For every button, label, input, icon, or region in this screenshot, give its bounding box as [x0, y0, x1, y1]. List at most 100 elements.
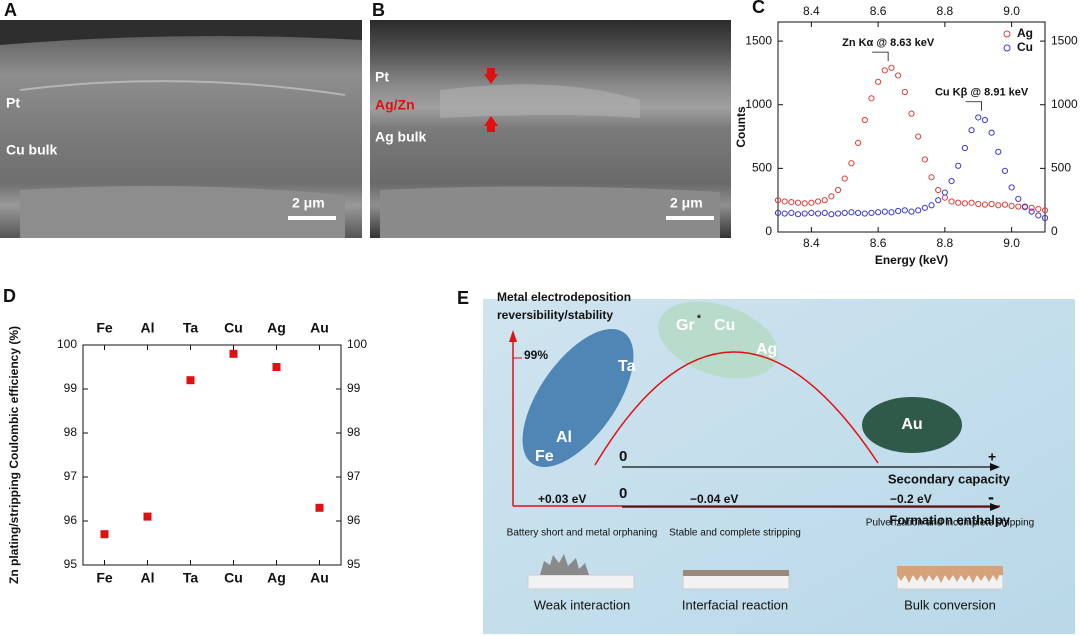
point	[928, 174, 935, 181]
x-tick-label: Ag	[267, 570, 286, 586]
point	[1041, 207, 1049, 214]
axis-point: −0.2 eV	[890, 492, 932, 506]
point	[315, 503, 324, 512]
point	[921, 156, 928, 163]
metal-label: Ta	[618, 358, 636, 375]
legend-label: Ag	[1017, 26, 1033, 40]
x-tick-label: 9.0	[1003, 236, 1020, 250]
point	[875, 78, 882, 85]
point	[881, 208, 888, 215]
image-shade	[0, 20, 362, 45]
point	[995, 202, 1002, 209]
x2-tick-label: 8.6	[870, 4, 887, 18]
y-tick-label: 97	[64, 469, 78, 483]
plot-frame	[82, 344, 342, 566]
y2-tick-label: 1000	[1051, 97, 1078, 111]
point	[1035, 205, 1042, 213]
point	[908, 110, 915, 117]
y2-tick-label: 0	[1051, 224, 1058, 238]
point	[1041, 214, 1049, 222]
x2-tick-label: Al	[141, 320, 155, 336]
annotation: Cu Kβ @ 8.91 keV	[935, 87, 1029, 99]
x-tick-label: Al	[141, 570, 155, 586]
point	[794, 211, 802, 218]
point	[895, 207, 902, 215]
point	[948, 198, 955, 205]
arrow-head	[990, 463, 1000, 471]
metal-label: Ag	[756, 341, 777, 358]
point	[981, 116, 989, 124]
y2-tick-label: 98	[347, 425, 361, 439]
scale-bar	[288, 216, 336, 220]
x-tick-label: Au	[310, 570, 329, 586]
metal-label: Fe	[535, 448, 554, 465]
outcome-note: Pulverization and incomplete stripping	[866, 518, 1034, 529]
point	[788, 209, 795, 217]
point	[841, 175, 848, 182]
point	[961, 200, 969, 207]
point	[941, 189, 948, 196]
panel-letter: B	[372, 0, 385, 20]
y2-tick-label: 500	[1051, 161, 1071, 175]
y2-tick-label: 99	[347, 381, 361, 395]
x-tick-label: 8.4	[803, 236, 820, 250]
point	[828, 211, 835, 218]
point	[868, 95, 875, 102]
point	[1028, 208, 1035, 215]
y-marker: 99%	[524, 348, 548, 362]
y2-tick-label: 97	[347, 469, 361, 483]
x2-tick-label: Fe	[96, 320, 113, 336]
point	[968, 127, 975, 134]
point	[888, 209, 895, 216]
illustration	[682, 570, 790, 590]
point	[868, 209, 875, 217]
point	[143, 512, 152, 521]
y2-tick-label: 100	[347, 337, 367, 351]
point	[1028, 204, 1035, 211]
point	[875, 209, 882, 216]
axis-end: -	[988, 487, 994, 507]
arrow-head	[509, 330, 517, 342]
y-tick-label: 1500	[745, 33, 772, 47]
axis-point: −0.04 eV	[690, 492, 738, 506]
metal-label: Au	[901, 416, 922, 433]
metal-label: Al	[556, 429, 572, 446]
point	[808, 209, 815, 217]
outcome-label: Interfacial reaction	[682, 597, 788, 612]
panel-letter: A	[4, 0, 17, 20]
panel-letter: E	[457, 288, 469, 308]
point	[100, 530, 109, 539]
point	[881, 67, 888, 74]
plot-frame	[777, 21, 1046, 233]
point	[1035, 212, 1042, 219]
image-feature	[380, 186, 720, 238]
group-ellipse	[522, 328, 634, 468]
point	[1008, 184, 1015, 191]
point	[968, 199, 975, 206]
trend-curve	[594, 351, 879, 466]
point	[841, 209, 848, 217]
illustration	[527, 554, 635, 590]
point	[861, 116, 868, 124]
x2-tick-label: 8.8	[937, 4, 954, 18]
arrow-head	[990, 503, 1000, 511]
y-tick-label: 99	[64, 381, 78, 395]
point	[1001, 201, 1009, 208]
x-tick-label: 8.6	[870, 236, 887, 250]
point	[834, 186, 842, 194]
x2-tick-label: 8.4	[803, 4, 820, 18]
point	[828, 193, 835, 200]
x-tick-label: Cu	[224, 570, 243, 586]
y-tick-label: 0	[765, 224, 772, 238]
point	[895, 72, 902, 79]
axis-origin: 0	[619, 448, 627, 465]
outcome-label: Weak interaction	[534, 597, 631, 612]
image-feature	[19, 80, 346, 96]
panel-letter: D	[3, 286, 16, 306]
y-tick-label: 100	[57, 337, 77, 351]
point	[988, 129, 995, 136]
arrow	[484, 68, 498, 84]
point	[814, 210, 822, 217]
point	[855, 209, 862, 217]
